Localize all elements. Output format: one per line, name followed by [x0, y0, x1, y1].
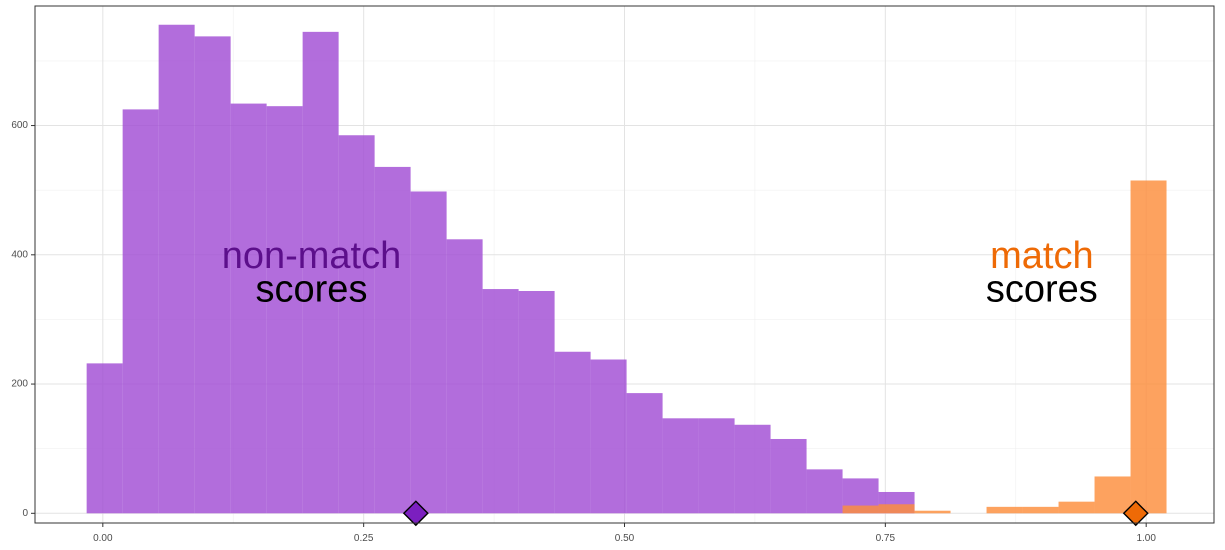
histogram-bar: [266, 106, 303, 514]
histogram-bar: [734, 424, 771, 514]
diamond-marker-non-match: [402, 500, 429, 527]
histogram-bar: [1130, 180, 1167, 514]
histogram-bar: [770, 438, 807, 514]
histogram-bar: [842, 505, 879, 514]
histogram-bar: [86, 363, 123, 514]
histogram-bar: [194, 36, 231, 514]
histogram-bar: [626, 393, 663, 514]
histogram-bar: [662, 418, 699, 514]
markers-layer: [402, 500, 1149, 527]
x-tick-label: 0.50: [615, 533, 635, 544]
y-tick-label: 0: [22, 508, 28, 519]
histogram-bar: [158, 24, 195, 514]
annotation-label: scores: [986, 269, 1098, 311]
histogram-bar: [878, 504, 915, 514]
histogram-bar: [446, 239, 483, 514]
series-non-match: [86, 24, 915, 514]
histogram-bar: [482, 289, 519, 514]
x-tick-label: 1.00: [1136, 533, 1156, 544]
bars-layer: [86, 24, 1167, 514]
y-tick-label: 200: [11, 379, 28, 390]
y-tick-label: 600: [11, 120, 28, 131]
y-tick-label: 400: [11, 249, 28, 260]
histogram-bar: [698, 418, 735, 514]
histogram-bar: [806, 469, 843, 514]
annotation-label: non-match: [222, 235, 402, 277]
histogram-bar: [1094, 476, 1131, 514]
diamond-marker-match: [1122, 500, 1149, 527]
series-match: [842, 180, 1167, 514]
histogram-bar: [986, 506, 1023, 514]
histogram-bar: [590, 359, 627, 514]
histogram-bar: [302, 31, 339, 514]
histogram-bar: [554, 351, 591, 514]
x-tick-label: 0.00: [93, 533, 113, 544]
histogram-bar: [230, 103, 267, 514]
histogram-bar: [374, 166, 411, 514]
histogram-bar: [1058, 501, 1095, 514]
histogram-bar: [518, 290, 555, 514]
annotation-label: scores: [256, 269, 368, 311]
annotation-label: match: [990, 235, 1093, 277]
histogram-bar: [338, 135, 375, 514]
x-tick-label: 0.75: [876, 533, 896, 544]
histogram-bar: [122, 109, 159, 514]
histogram-bar: [914, 510, 951, 514]
histogram-bar: [1022, 506, 1059, 514]
axes-layer: 0.00 0.25 0.50 0.75 1.00 0 200 400 600: [11, 120, 1156, 544]
x-tick-label: 0.25: [354, 533, 374, 544]
histogram-bar: [410, 191, 447, 514]
